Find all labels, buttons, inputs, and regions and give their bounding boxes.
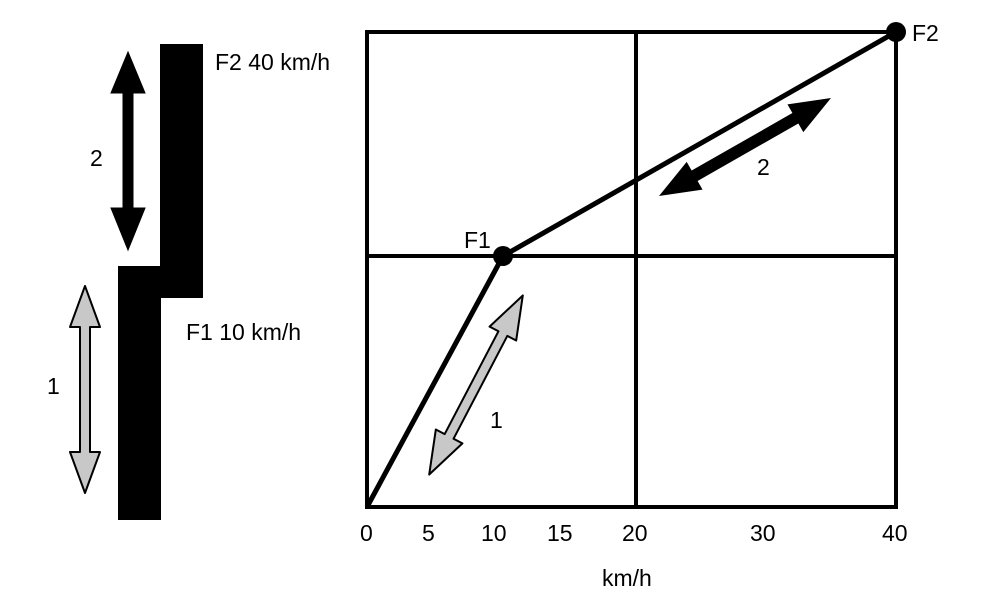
x-tick-label: 0 (360, 520, 373, 546)
double-headed-arrow-icon (110, 50, 146, 252)
speed-profile-bar (118, 44, 203, 520)
x-tick-label: 10 (481, 520, 507, 546)
x-tick-label: 20 (622, 520, 648, 546)
double-headed-arrow-icon (69, 285, 101, 494)
x-tick-label: 5 (422, 520, 435, 546)
x-axis-ticks: 0 5 10 15 20 30 40 (360, 520, 908, 546)
point-f1-label: F1 (464, 227, 491, 253)
x-tick-label: 15 (547, 520, 573, 546)
graph-arrow-2-label: 2 (757, 154, 770, 180)
double-headed-arrow-icon (428, 294, 524, 476)
x-tick-label: 40 (882, 520, 908, 546)
graph-arrow-1-label: 1 (490, 407, 503, 433)
f1-speed-label: F1 10 km/h (186, 319, 301, 345)
point-f2-label: F2 (912, 20, 939, 46)
point-f1 (493, 246, 513, 266)
arrow-2-label: 2 (90, 145, 103, 171)
x-tick-label: 30 (750, 520, 776, 546)
graph-frame (365, 30, 898, 509)
point-f2 (886, 22, 906, 42)
x-axis-unit-label: km/h (602, 565, 652, 591)
double-headed-arrow-icon (659, 97, 831, 197)
f2-speed-label: F2 40 km/h (215, 49, 330, 75)
arrow-1-label: 1 (47, 373, 60, 399)
speed-profile-schematic: 2 1 F2 40 km/h F1 10 km/h (47, 44, 330, 520)
speed-graph: F1 F2 2 1 0 5 10 15 20 30 40 km/h (360, 20, 939, 591)
